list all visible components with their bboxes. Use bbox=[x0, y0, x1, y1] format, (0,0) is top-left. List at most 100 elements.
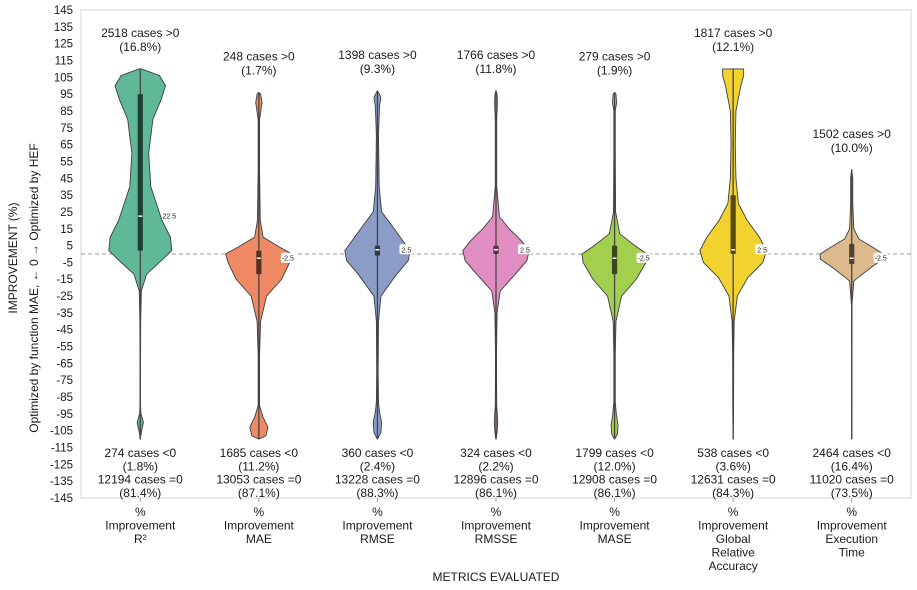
median-label: -2.5 bbox=[282, 256, 294, 263]
median-label-box bbox=[399, 244, 414, 255]
y-axis-label: IMPROVEMENT (%) bbox=[6, 202, 20, 313]
x-tick-label: % bbox=[846, 505, 857, 519]
y-tick-label: -35 bbox=[56, 308, 73, 320]
y-tick-label: -75 bbox=[56, 375, 73, 387]
x-tick-label: Accuracy bbox=[708, 559, 757, 573]
median-label-box bbox=[636, 252, 651, 263]
y-tick-label: -55 bbox=[56, 342, 73, 354]
negative-cases-count: 1799 cases <0 bbox=[575, 446, 654, 460]
y-tick-label: 95 bbox=[60, 89, 73, 101]
positive-cases-count: 248 cases >0 bbox=[223, 49, 295, 63]
violin-iqr-box bbox=[256, 250, 262, 275]
positive-cases-percent: (1.9%) bbox=[597, 63, 632, 77]
x-tick-label: % bbox=[372, 505, 383, 519]
y-tick-label: 35 bbox=[60, 190, 73, 202]
median-label-box bbox=[518, 244, 532, 255]
median-label: 2.5 bbox=[402, 247, 412, 254]
x-tick-label: % bbox=[491, 505, 502, 519]
zero-cases-percent: (84.3%) bbox=[712, 486, 754, 500]
negative-cases-count: 2464 cases <0 bbox=[813, 446, 892, 460]
violins: 22.5 -2.5 2.5 2.5 -2.5 2.5 -2.5 bbox=[108, 68, 888, 440]
x-tick-label: % bbox=[135, 505, 146, 519]
positive-cases-percent: (11.8%) bbox=[475, 62, 516, 76]
y-tick-label: -145 bbox=[50, 493, 73, 505]
zero-cases-count: 12896 cases =0 bbox=[453, 473, 538, 487]
median-label-box bbox=[162, 210, 177, 221]
positive-cases-count: 1398 cases >0 bbox=[338, 48, 417, 62]
x-tick-label: Improvement bbox=[342, 519, 413, 533]
y-tick-label: 45 bbox=[60, 173, 73, 185]
median-label-box bbox=[873, 252, 888, 263]
negative-cases-percent: (2.4%) bbox=[360, 459, 395, 473]
positive-cases-count: 1766 cases >0 bbox=[457, 48, 536, 62]
x-tick-label: RMSSE bbox=[475, 532, 518, 546]
violin-iqr-box bbox=[849, 243, 855, 265]
y-tick-label: 25 bbox=[60, 207, 73, 219]
x-tick-label: MAE bbox=[246, 532, 272, 546]
x-tick-label: RMSE bbox=[360, 532, 395, 546]
violin-iqr-box bbox=[374, 245, 381, 256]
y-tick-label: 85 bbox=[60, 106, 73, 118]
zero-cases-count: 12194 cases =0 bbox=[98, 473, 183, 487]
y-tick-label: -115 bbox=[51, 443, 73, 455]
y-tick-label: -65 bbox=[56, 358, 73, 370]
negative-cases-percent: (12.0%) bbox=[594, 459, 636, 473]
positive-cases-percent: (12.1%) bbox=[712, 40, 754, 54]
violin-iqr-box bbox=[730, 195, 736, 254]
x-tick-label: MASE bbox=[598, 532, 632, 546]
y-tick-label: 135 bbox=[54, 22, 73, 34]
median-label-box bbox=[755, 244, 770, 255]
y-tick-label: -95 bbox=[56, 409, 73, 421]
x-tick-label: Time bbox=[839, 546, 866, 560]
negative-cases-percent: (16.4%) bbox=[831, 459, 873, 473]
y-tick-label: 65 bbox=[60, 140, 73, 152]
y-tick-label: 125 bbox=[54, 39, 73, 51]
negative-cases-count: 360 cases <0 bbox=[342, 446, 414, 460]
y-axis-secondary-label: Optimized by function MAE, ← 0 → Optimiz… bbox=[27, 143, 41, 432]
y-tick-label: 15 bbox=[60, 224, 73, 236]
zero-cases-percent: (86.1%) bbox=[594, 486, 636, 500]
x-tick-label: Improvement bbox=[698, 519, 769, 533]
y-tick-label: -125 bbox=[50, 459, 73, 471]
x-tick-label: Execution bbox=[825, 532, 878, 546]
x-tick-label: Relative bbox=[711, 546, 755, 560]
negative-cases-percent: (11.2%) bbox=[238, 459, 279, 473]
positive-cases-count: 1502 cases >0 bbox=[813, 127, 892, 141]
zero-cases-percent: (73.5%) bbox=[831, 486, 873, 500]
negative-cases-count: 538 cases <0 bbox=[697, 446, 769, 460]
case-annotations: 2518 cases >0(16.8%)274 cases <0(1.8%)12… bbox=[98, 26, 894, 500]
negative-cases-count: 274 cases <0 bbox=[104, 446, 176, 460]
y-tick-label: 55 bbox=[60, 156, 73, 168]
y-tick-label: 75 bbox=[60, 123, 73, 135]
median-label: 2.5 bbox=[757, 247, 767, 254]
positive-cases-count: 2518 cases >0 bbox=[101, 26, 180, 40]
x-tick-label: Improvement bbox=[461, 519, 532, 533]
violin-iqr-box bbox=[611, 245, 618, 275]
y-tick-label: -5 bbox=[63, 257, 73, 269]
x-tick-label: Global bbox=[716, 532, 751, 546]
y-tick-label: 5 bbox=[67, 241, 73, 253]
x-tick-label: % bbox=[728, 505, 739, 519]
zero-cases-count: 11020 cases =0 bbox=[810, 473, 895, 487]
positive-cases-percent: (16.8%) bbox=[119, 40, 161, 54]
zero-cases-percent: (88.3%) bbox=[356, 486, 398, 500]
positive-cases-percent: (9.3%) bbox=[360, 62, 395, 76]
positive-cases-percent: (10.0%) bbox=[831, 141, 873, 155]
violin-iqr-box bbox=[137, 94, 143, 251]
median-label: -2.5 bbox=[875, 256, 887, 263]
negative-cases-percent: (1.8%) bbox=[123, 459, 158, 473]
zero-cases-count: 12908 cases =0 bbox=[572, 473, 657, 487]
zero-cases-percent: (86.1%) bbox=[475, 486, 517, 500]
y-tick-label: 115 bbox=[55, 55, 73, 67]
y-tick-label: 105 bbox=[54, 72, 73, 84]
median-label: 22.5 bbox=[162, 214, 176, 221]
x-tick-labels: %ImprovementR²%ImprovementMAE%Improvemen… bbox=[105, 498, 887, 573]
y-tick-label: -85 bbox=[56, 392, 73, 404]
y-tick-label: -15 bbox=[56, 274, 73, 286]
x-tick-label: % bbox=[254, 505, 265, 519]
zero-cases-count: 12631 cases =0 bbox=[691, 473, 776, 487]
positive-cases-count: 1817 cases >0 bbox=[694, 26, 773, 40]
x-tick-label: Improvement bbox=[105, 519, 176, 533]
x-tick-label: Improvement bbox=[817, 519, 888, 533]
